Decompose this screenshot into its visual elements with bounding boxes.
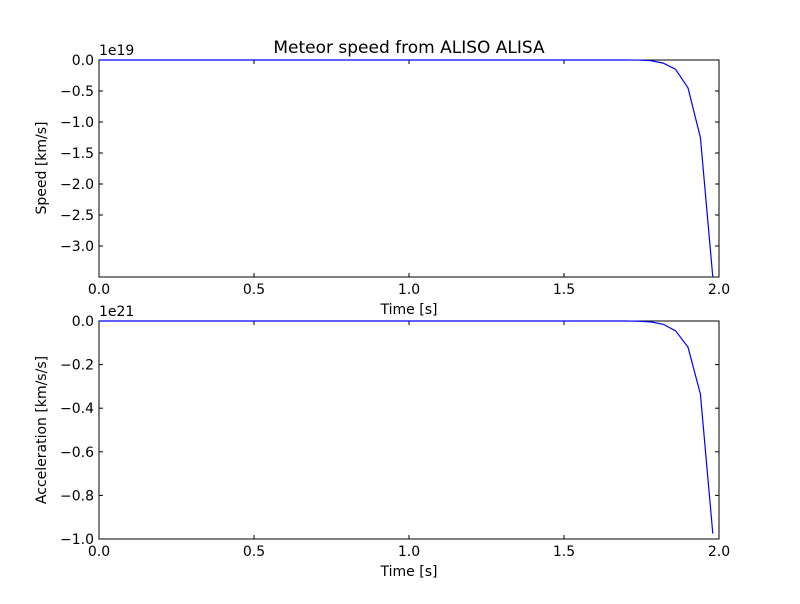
y-tick-label: −2.5 [60,208,94,224]
y-tick-label: 0.0 [72,314,94,330]
x-tick-label: 1.0 [398,282,420,298]
y-tick-label: −1.0 [60,115,94,131]
axes-frame [98,59,720,278]
acceleration-plot-marks: 0.0 0.5 1.0 1.5 2.0 0.0 −0.2 −0.4 −0.6 −0.8 −1.0 [60,314,730,560]
acceleration-subplot: 1e21 0.0 0.5 1.0 1.5 2.0 0.0 −0.2 −0.4 −0.6 −0.8 −… [34,304,730,580]
y-tick-label: −1.5 [60,146,94,162]
y-offset-text: 1e19 [99,43,134,59]
y-tick-label: 0.0 [72,53,94,69]
chart-title: Meteor speed from ALISO ALISA [273,38,545,58]
y-tick-label: −0.6 [60,445,94,461]
x-tick-label: 2.0 [708,282,730,298]
x-tick-label: 1.5 [553,544,575,560]
x-tick-label: 0.5 [243,282,265,298]
x-tick-label: 1.5 [553,282,575,298]
x-axis-label: Time [s] [380,302,438,318]
y-tick-label: −0.5 [60,84,94,100]
speed-subplot: Meteor speed from ALISO ALISA 1e19 0.0 0.… [34,38,730,318]
y-tick-label: −0.2 [60,358,94,374]
x-axis-label: Time [s] [380,564,438,580]
y-offset-text: 1e21 [99,304,134,320]
y-axis-label: Acceleration [km/s/s] [34,356,50,504]
y-axis-label: Speed [km/s] [34,121,50,214]
series-line [99,59,714,278]
y-tick-label: −3.0 [60,239,94,255]
x-tick-label: 0.0 [88,282,110,298]
x-tick-label: 0.5 [243,544,265,560]
y-tick-label: −0.8 [60,488,94,504]
series-line [99,320,714,534]
axes-frame [98,320,720,540]
x-tick-label: 2.0 [708,544,730,560]
x-tick-label: 0.0 [88,544,110,560]
x-tick-label: 1.0 [398,544,420,560]
y-tick-label: −2.0 [60,177,94,193]
y-tick-label: −0.4 [60,401,94,417]
y-tick-label: −1.0 [60,532,94,548]
speed-plot-marks: 0.0 0.5 1.0 1.5 2.0 0.0 −0.5 −1.0 −1.5 −2.0 −2.5 −3… [60,53,730,298]
